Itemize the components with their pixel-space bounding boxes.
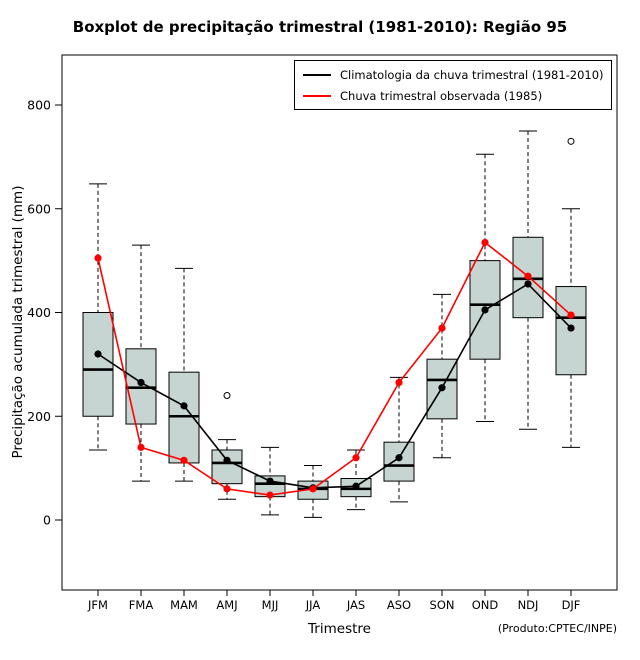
box (211, 449, 243, 485)
climatology-point (524, 280, 532, 288)
box (555, 286, 587, 376)
outlier-point (567, 137, 575, 145)
x-tick-label: MJJ (262, 598, 279, 612)
observed-point (94, 254, 102, 262)
x-tick-label: NDJ (518, 598, 539, 612)
y-tick-label: 800 (27, 98, 51, 113)
observed-line-swatch (303, 94, 331, 97)
observed-point (567, 311, 575, 319)
x-tick-label: FMA (129, 598, 154, 612)
x-tick-label: MAM (170, 598, 198, 612)
observed-point (266, 491, 274, 499)
x-tick-label: SON (430, 598, 455, 612)
x-axis-label: Trimestre (308, 621, 371, 637)
observed-point (180, 456, 188, 464)
legend-label-climatology: Climatologia da chuva trimestral (1981-2… (340, 67, 604, 82)
climatology-line-swatch (303, 73, 331, 76)
y-tick-label: 600 (27, 201, 51, 216)
climatology-point (352, 482, 360, 490)
climatology-point (395, 454, 403, 462)
climatology-point (180, 402, 188, 410)
x-tick-label: JAS (346, 598, 365, 612)
climatology-point (94, 350, 102, 358)
x-tick-label: AMJ (216, 598, 237, 612)
climatology-point (223, 456, 231, 464)
legend-label-observed: Chuva trimestral observada (1985) (340, 88, 543, 103)
climatology-line (97, 282, 572, 489)
x-tick-label: JJA (305, 598, 321, 612)
climatology-point (567, 324, 575, 332)
observed-point (309, 485, 317, 493)
observed-point (395, 378, 403, 387)
climatology-point (137, 378, 145, 387)
observed-point (137, 443, 145, 451)
y-tick-label: 400 (27, 305, 51, 320)
x-tick-label: JFM (87, 598, 108, 612)
y-tick-label: 0 (43, 513, 51, 528)
observed-point (223, 485, 231, 493)
x-tick-label: DJF (562, 598, 581, 612)
x-tick-label: ASO (387, 598, 411, 612)
climatology-point (481, 306, 489, 314)
box (383, 441, 415, 482)
box (82, 312, 114, 417)
y-tick-label: 200 (27, 409, 51, 424)
observed-point (438, 324, 446, 332)
credit-text: (Produto:CPTEC/INPE) (497, 622, 617, 635)
climatology-point (266, 477, 274, 485)
chart-title: Boxplot de precipitação trimestral (1981… (72, 18, 568, 36)
legend: Climatologia da chuva trimestral (1981-2… (294, 60, 612, 110)
observed-point (481, 238, 489, 247)
x-tick-label: OND (472, 598, 499, 612)
outlier-point (223, 392, 231, 399)
legend-item-climatology: Climatologia da chuva trimestral (1981-2… (303, 68, 611, 82)
observed-point (524, 272, 532, 280)
climatology-point (438, 384, 446, 392)
legend-item-observed: Chuva trimestral observada (1985) (303, 89, 611, 103)
y-axis-label: Precipitação acumulada trimestral (mm) (10, 185, 26, 459)
observed-point (352, 454, 360, 462)
observed-line (97, 241, 572, 496)
plot-frame (61, 54, 618, 591)
